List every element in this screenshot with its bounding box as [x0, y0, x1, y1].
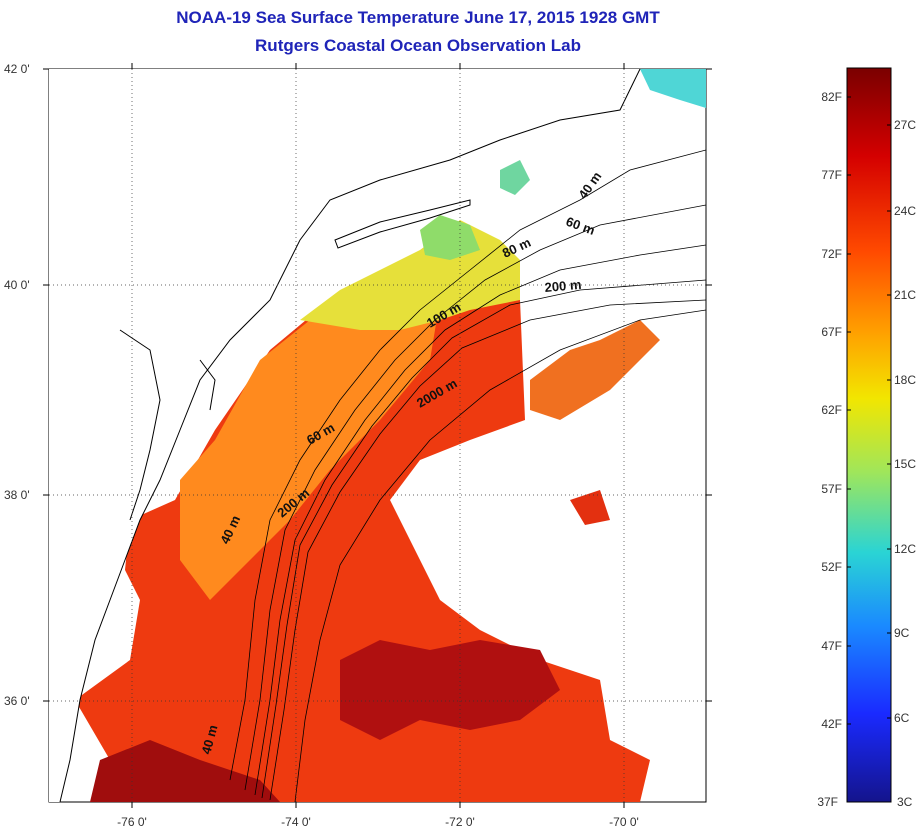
lon-tick-label: -74 0': [281, 815, 311, 829]
delaware-bay: [199, 359, 216, 411]
gridlines: [49, 69, 706, 802]
colorbar-f-label: 52F: [821, 560, 842, 574]
lon-tick-label: -70 0': [609, 815, 639, 829]
axis-ticks: [43, 63, 712, 808]
colorbar-f-label: 47F: [821, 639, 842, 653]
contour-100m: [261, 279, 706, 799]
colorbar-f-label: 57F: [821, 482, 842, 496]
sst-orange-shelf: [180, 300, 440, 600]
colorbar: [846, 67, 892, 803]
map-subtitle: Rutgers Coastal Ocean Observation Lab: [255, 36, 581, 55]
colorbar-c-label: 6C: [894, 711, 910, 725]
colorbar-c-label: 18C: [894, 373, 916, 387]
contour-label: 200 m: [544, 277, 582, 295]
colorbar-fahrenheit-ticks: [847, 96, 851, 725]
long-island: [334, 199, 471, 249]
colorbar-c-label: 21C: [894, 288, 916, 302]
colorbar-f-label: 72F: [821, 247, 842, 261]
sst-se-patch: [570, 490, 610, 525]
lat-tick-label: 42 0': [4, 62, 30, 76]
colorbar-f-label: 37F: [817, 795, 838, 809]
coastline: [59, 69, 641, 802]
colorbar-f-label: 62F: [821, 403, 842, 417]
land-mass: [49, 69, 640, 802]
sst-field: 40 m 60 m 80 m 200 m 100 m 2000 m 60 m 2…: [49, 69, 706, 802]
chesapeake-bay: [119, 329, 161, 521]
sst-cold-patch-2: [500, 160, 530, 195]
lat-tick-label: 40 0': [4, 278, 30, 292]
contour-2000m: [294, 309, 706, 802]
colorbar-celsius-ticks: [887, 124, 891, 719]
lat-tick-label: 36 0': [4, 694, 30, 708]
contour-40m: [229, 149, 706, 781]
colorbar-f-label: 67F: [821, 325, 842, 339]
colorbar-c-label: 3C: [897, 795, 913, 809]
colorbar-c-label: 15C: [894, 457, 916, 471]
sst-ne-patch: [640, 69, 706, 108]
colorbar-f-label: 82F: [821, 90, 842, 104]
contour-80m: [254, 244, 706, 796]
colorbar-c-label: 12C: [894, 542, 916, 556]
colorbar-c-label: 9C: [894, 626, 910, 640]
contour-200m: [269, 299, 706, 801]
sst-hot-patch: [340, 640, 560, 740]
sst-hot-patch-2: [90, 740, 280, 802]
colorbar-f-label: 77F: [821, 168, 842, 182]
colorbar-c-label: 27C: [894, 118, 916, 132]
contour-60m: [244, 204, 706, 791]
map-title: NOAA-19 Sea Surface Temperature June 17,…: [176, 8, 660, 27]
colorbar-f-label: 42F: [821, 717, 842, 731]
contour-label: 40 m: [198, 723, 220, 756]
sst-east-patch: [530, 320, 660, 420]
sst-cold-patch: [420, 215, 480, 260]
lat-tick-label: 38 0': [4, 488, 30, 502]
colorbar-c-label: 24C: [894, 204, 916, 218]
lon-tick-label: -72 0': [445, 815, 475, 829]
lon-tick-label: -76 0': [117, 815, 147, 829]
